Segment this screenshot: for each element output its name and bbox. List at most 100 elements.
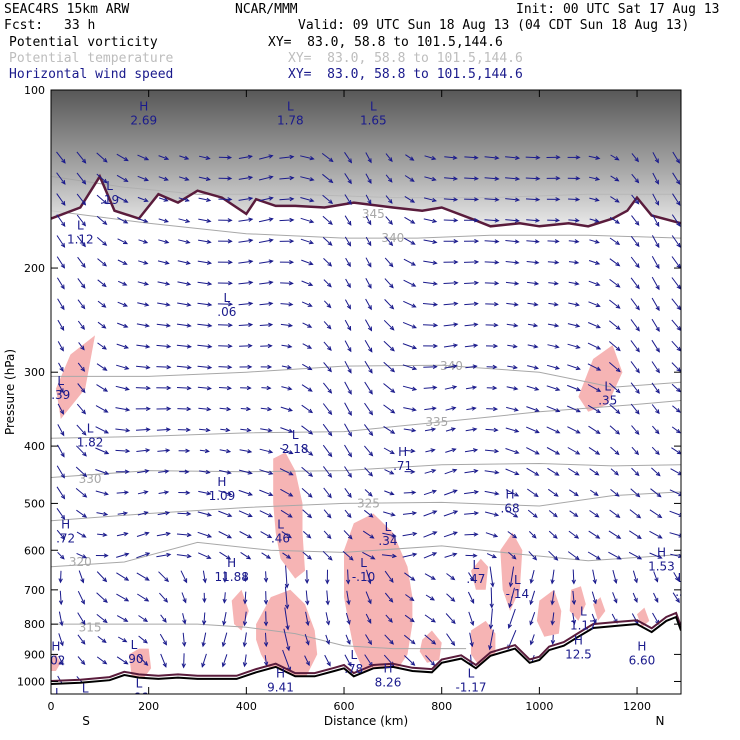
wind-vector-head-709 bbox=[636, 513, 642, 519]
wind-vector-440 bbox=[403, 428, 416, 432]
wind-vector-342 bbox=[323, 466, 332, 478]
wind-vector-head-199 bbox=[201, 620, 207, 626]
wind-vector-759 bbox=[672, 592, 680, 603]
wind-vector-85 bbox=[117, 322, 128, 328]
wind-vector-head-430 bbox=[410, 219, 416, 224]
wind-vector-head-228 bbox=[247, 175, 254, 181]
theta-contour-1 bbox=[51, 210, 681, 239]
wind-vector-head-670 bbox=[614, 177, 620, 182]
wind-vector-183 bbox=[197, 281, 212, 285]
wind-vector-head-244 bbox=[247, 513, 253, 518]
valid-time: Valid: 09 UTC Sun 18 Aug 13 (04 CDT Sun … bbox=[298, 18, 690, 33]
wind-vector-head-732 bbox=[657, 513, 663, 519]
wind-vector-190 bbox=[199, 428, 210, 431]
wind-vector-head-701 bbox=[635, 347, 640, 353]
wind-vector-497 bbox=[446, 573, 455, 580]
wind-vector-680 bbox=[609, 382, 621, 393]
wind-vector-408 bbox=[384, 278, 394, 288]
wind-vector-731 bbox=[650, 488, 662, 498]
wind-vector-23 bbox=[58, 633, 64, 646]
wind-vector-head-288 bbox=[287, 386, 293, 391]
wind-vector-head-357 bbox=[346, 262, 351, 268]
wind-vector-478 bbox=[444, 177, 457, 180]
extremum-value-13: .47 bbox=[466, 572, 485, 586]
wind-vector-head-612 bbox=[555, 429, 561, 434]
wind-vector-650 bbox=[589, 239, 599, 244]
wind-vector-48 bbox=[77, 612, 86, 625]
wind-vector-154 bbox=[178, 197, 189, 202]
wind-vector-head-515 bbox=[472, 448, 479, 453]
wind-vector-678 bbox=[608, 341, 621, 351]
wind-vector-221 bbox=[219, 551, 231, 560]
wind-vector-head-149 bbox=[162, 618, 167, 623]
wind-vector-240 bbox=[240, 428, 251, 431]
pv-region-0 bbox=[55, 335, 95, 419]
wind-vector-506 bbox=[463, 261, 479, 263]
wind-vector-529 bbox=[484, 219, 499, 222]
wind-vector-head-9 bbox=[59, 346, 64, 352]
wind-vector-head-436 bbox=[412, 345, 418, 350]
wind-vector-head-427 bbox=[409, 156, 415, 161]
extremum-type-22: H bbox=[276, 666, 285, 680]
extremum-value-28: .02 bbox=[46, 653, 65, 667]
wind-vector-422 bbox=[384, 570, 394, 583]
wind-vector-185 bbox=[197, 323, 212, 327]
y-tick-label-5: 600 bbox=[24, 544, 45, 557]
wind-vector-169 bbox=[177, 512, 191, 515]
extremum-type-33: L bbox=[106, 179, 113, 193]
wind-vector-head-326 bbox=[305, 661, 310, 667]
wind-vector-296 bbox=[282, 552, 291, 559]
wind-vector-24 bbox=[58, 655, 64, 665]
wind-vector-head-545 bbox=[491, 554, 497, 559]
wind-vector-head-305 bbox=[309, 219, 315, 224]
extremum-type-23: H bbox=[383, 661, 392, 675]
wind-vector-head-300 bbox=[286, 646, 291, 652]
wind-vector-241 bbox=[239, 449, 252, 453]
extremum-type-18: H bbox=[574, 634, 583, 648]
wind-vector-413 bbox=[383, 383, 395, 393]
wind-vector-741 bbox=[671, 214, 681, 227]
wind-vector-head-172 bbox=[183, 578, 188, 584]
wind-vector-341 bbox=[322, 444, 333, 457]
wind-vector-733 bbox=[649, 530, 662, 539]
wind-vector-head-375 bbox=[346, 639, 351, 645]
y-tick-label-4: 500 bbox=[24, 497, 45, 510]
wind-vector-head-437 bbox=[412, 365, 418, 371]
wind-vector-head-510 bbox=[473, 343, 479, 348]
wind-vector-head-759 bbox=[675, 598, 680, 604]
wind-vector-head-293 bbox=[288, 492, 294, 497]
wind-vector-18 bbox=[56, 529, 65, 540]
wind-vector-head-97 bbox=[124, 576, 130, 581]
wind-vector-head-466 bbox=[430, 448, 436, 453]
wind-vector-583 bbox=[527, 344, 538, 348]
wind-vector-642 bbox=[567, 551, 580, 560]
wind-vector-253 bbox=[258, 176, 273, 181]
wind-vector-493 bbox=[444, 489, 457, 496]
wind-vector-69 bbox=[96, 512, 108, 516]
wind-vector-head-159 bbox=[186, 302, 192, 307]
wind-vector-head-393 bbox=[367, 492, 373, 497]
wind-vector-628 bbox=[568, 261, 579, 264]
wind-vector-488 bbox=[444, 386, 457, 390]
wind-vector-393 bbox=[364, 489, 373, 497]
wind-vector-head-398 bbox=[367, 599, 372, 605]
wind-vector-head-547 bbox=[489, 603, 494, 609]
wind-vector-head-538 bbox=[493, 406, 499, 412]
wind-vector-430 bbox=[404, 216, 415, 224]
wind-vector-685 bbox=[610, 489, 620, 497]
wind-vector-339 bbox=[322, 403, 332, 415]
wind-vector-621 bbox=[551, 612, 555, 625]
wind-vector-head-646 bbox=[595, 155, 601, 160]
wind-vector-head-229 bbox=[248, 196, 254, 201]
wind-vector-head-526 bbox=[494, 155, 500, 160]
extremum-type-27: L bbox=[55, 686, 62, 700]
wind-vector-212 bbox=[218, 366, 232, 368]
wind-vector-head-279 bbox=[289, 196, 295, 202]
wind-vector-538 bbox=[486, 408, 497, 410]
wind-vector-head-464 bbox=[431, 406, 437, 411]
wind-vector-head-3 bbox=[60, 221, 66, 227]
wind-vector-699 bbox=[630, 298, 640, 310]
wind-vector-605 bbox=[548, 282, 558, 285]
wind-vector-616 bbox=[548, 510, 558, 518]
